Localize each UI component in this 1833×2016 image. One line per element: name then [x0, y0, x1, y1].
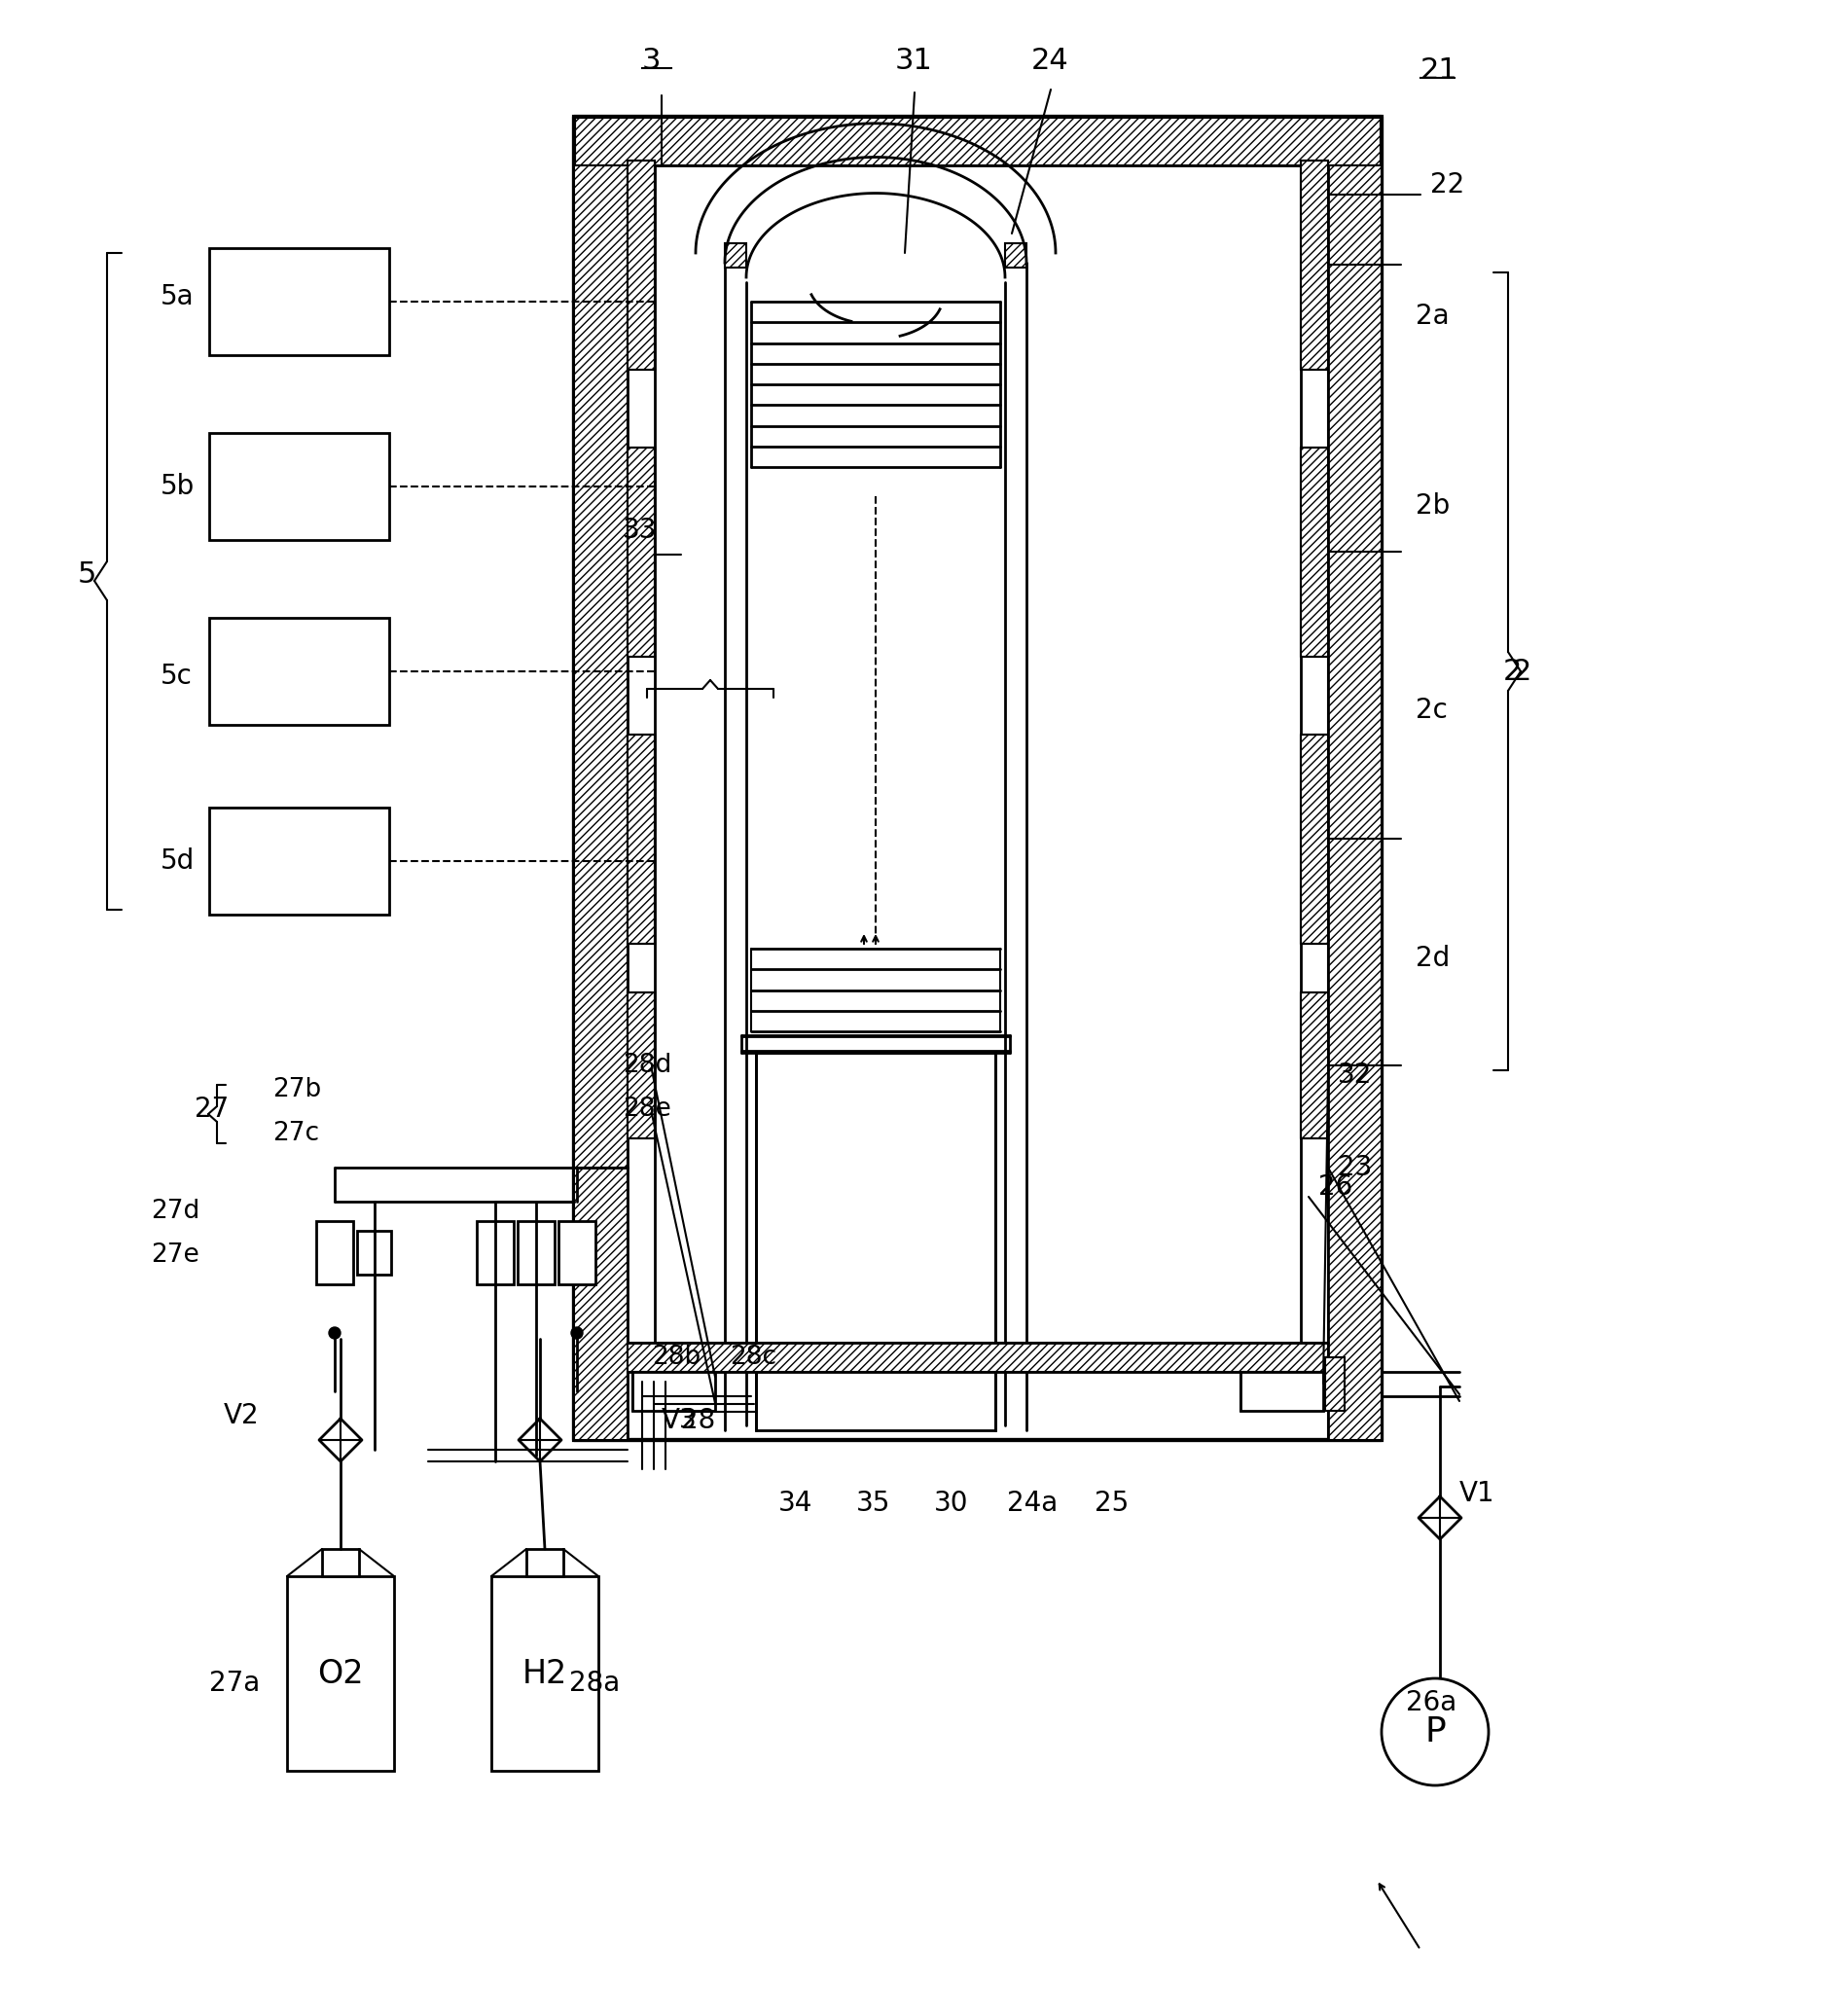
- Text: 31: 31: [895, 46, 933, 75]
- Text: P: P: [1424, 1716, 1446, 1748]
- Text: 5c: 5c: [161, 663, 192, 689]
- Text: 26a: 26a: [1406, 1689, 1457, 1716]
- Text: 27c: 27c: [273, 1121, 319, 1147]
- Bar: [288, 1577, 394, 1770]
- Text: 24a: 24a: [1006, 1490, 1058, 1516]
- Bar: [1329, 165, 1382, 1439]
- Text: 28a: 28a: [570, 1669, 620, 1697]
- Text: 33: 33: [623, 516, 658, 544]
- Circle shape: [1382, 1679, 1488, 1786]
- Text: 26: 26: [1318, 1173, 1353, 1202]
- Text: 27e: 27e: [150, 1242, 200, 1268]
- Bar: [526, 1548, 563, 1577]
- Text: 2d: 2d: [1415, 946, 1450, 972]
- Bar: [724, 244, 746, 268]
- Text: V2: V2: [224, 1401, 260, 1429]
- Text: O2: O2: [317, 1657, 363, 1689]
- Text: 5d: 5d: [161, 847, 194, 875]
- Bar: [755, 1052, 995, 1429]
- Text: 2c: 2c: [1415, 698, 1448, 724]
- Text: 28e: 28e: [623, 1097, 671, 1121]
- Text: 22: 22: [1430, 171, 1465, 198]
- Text: V1: V1: [1459, 1480, 1496, 1508]
- Text: 2b: 2b: [1415, 492, 1450, 520]
- Bar: [632, 1373, 715, 1411]
- Circle shape: [328, 1327, 341, 1339]
- Text: 24: 24: [1032, 46, 1069, 75]
- Bar: [1301, 992, 1329, 1139]
- Bar: [574, 117, 1382, 165]
- Bar: [1325, 1357, 1345, 1411]
- Text: 2a: 2a: [1415, 302, 1450, 331]
- Bar: [627, 161, 654, 369]
- Text: 2: 2: [1503, 657, 1521, 685]
- Text: 3: 3: [642, 46, 662, 75]
- Bar: [317, 1222, 354, 1284]
- Bar: [574, 165, 627, 1439]
- Text: 5: 5: [77, 560, 97, 589]
- Bar: [209, 808, 389, 915]
- Bar: [477, 1222, 513, 1284]
- Text: 30: 30: [935, 1490, 968, 1516]
- Bar: [1004, 244, 1026, 268]
- Bar: [627, 992, 654, 1139]
- Text: 27b: 27b: [273, 1077, 321, 1103]
- Bar: [1241, 1373, 1323, 1411]
- Bar: [209, 433, 389, 540]
- Text: 25: 25: [1094, 1490, 1129, 1516]
- Text: 2: 2: [1512, 657, 1532, 685]
- Text: 27: 27: [194, 1095, 229, 1123]
- Text: 28d: 28d: [623, 1052, 671, 1079]
- Circle shape: [572, 1327, 583, 1339]
- Bar: [1301, 734, 1329, 943]
- Text: 35: 35: [856, 1490, 891, 1516]
- Bar: [627, 1343, 1329, 1373]
- Bar: [1301, 448, 1329, 657]
- Bar: [627, 734, 654, 943]
- Bar: [627, 448, 654, 657]
- Text: 28b: 28b: [653, 1345, 700, 1371]
- Text: 23: 23: [1338, 1153, 1373, 1181]
- Text: 5b: 5b: [161, 474, 194, 500]
- Bar: [323, 1548, 359, 1577]
- Bar: [559, 1222, 596, 1284]
- Text: V3: V3: [662, 1407, 697, 1433]
- Bar: [357, 1232, 390, 1274]
- Bar: [574, 117, 1382, 1439]
- Text: 28c: 28c: [730, 1345, 777, 1371]
- Text: 27d: 27d: [150, 1200, 200, 1224]
- Bar: [1241, 1373, 1323, 1411]
- Text: 5a: 5a: [161, 282, 194, 310]
- Text: 28: 28: [682, 1407, 715, 1433]
- Bar: [632, 1373, 715, 1411]
- Text: 34: 34: [779, 1490, 812, 1516]
- Text: 27a: 27a: [209, 1669, 260, 1697]
- Bar: [491, 1577, 598, 1770]
- Text: 21: 21: [1421, 56, 1459, 85]
- Text: H2: H2: [522, 1657, 568, 1689]
- Bar: [209, 617, 389, 726]
- Bar: [209, 248, 389, 355]
- Bar: [517, 1222, 555, 1284]
- Text: 32: 32: [1338, 1062, 1373, 1089]
- Bar: [1301, 161, 1329, 369]
